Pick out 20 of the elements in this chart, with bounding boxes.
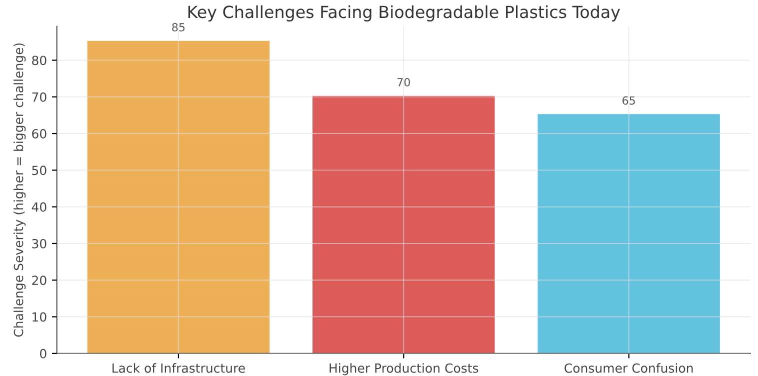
x-tick-label: Consumer Confusion xyxy=(564,363,693,373)
y-tick-label: 40 xyxy=(32,202,46,212)
y-tick-label: 20 xyxy=(32,276,46,286)
data-label: 85 xyxy=(172,23,185,32)
bar xyxy=(312,96,495,354)
chart-title: Key Challenges Facing Biodegradable Plastics Today xyxy=(188,5,620,22)
y-tick-label: 60 xyxy=(32,129,46,138)
data-label: 70 xyxy=(397,78,410,86)
y-tick-label: 50 xyxy=(32,166,46,176)
bar xyxy=(87,40,270,354)
y-tick-label: 10 xyxy=(32,312,46,322)
y-tick-label: 70 xyxy=(32,92,46,102)
y-tick-label: 80 xyxy=(32,56,46,66)
data-label: 65 xyxy=(622,96,635,105)
x-tick-label: Lack of Infrastructure xyxy=(112,363,245,373)
bar xyxy=(538,114,720,354)
y-tick-label: 0 xyxy=(40,348,46,358)
y-axis-title: Challenge Severity (higher = bigger challenge) xyxy=(14,43,26,337)
x-tick-label: Higher Production Costs xyxy=(330,363,478,376)
y-tick-label: 30 xyxy=(32,238,46,248)
